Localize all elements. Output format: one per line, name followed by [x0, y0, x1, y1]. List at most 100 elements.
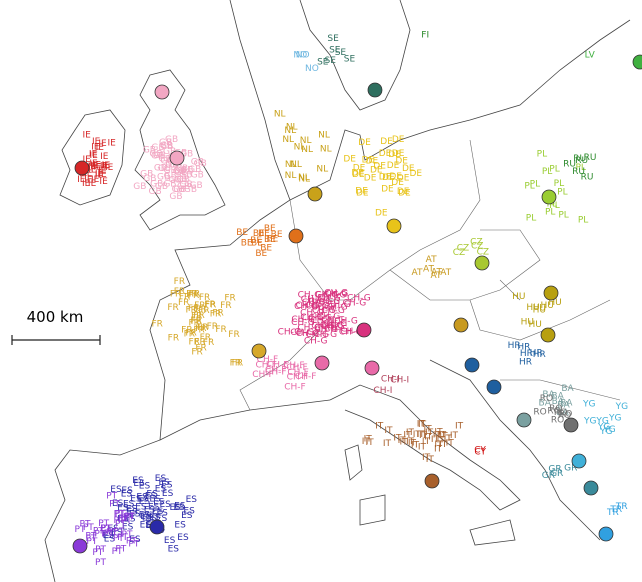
sample-label: NL [285, 160, 297, 170]
sample-label: DE [362, 155, 375, 165]
coast-ireland [59, 109, 126, 206]
sample-label: CH-G [343, 299, 367, 309]
sample-label: FR [194, 337, 205, 347]
sample-label: GB [149, 150, 162, 160]
sample-label: CH-G [308, 297, 332, 307]
sample-label: RU [584, 153, 597, 163]
sample-label: CH-G [300, 308, 324, 318]
sample-label: PT [80, 519, 91, 529]
sample-label: ES [136, 493, 148, 503]
centroid [386, 218, 402, 234]
sample-label: YG [597, 423, 610, 433]
sample-label: PT [75, 525, 86, 535]
centroid [74, 160, 90, 176]
sample-label: PT [118, 514, 129, 524]
sample-label: NL [274, 110, 286, 120]
sample-label: GB [173, 185, 186, 195]
sample-label: HR [519, 357, 532, 367]
sample-label: CH-I [390, 376, 409, 386]
sample-label: GB [169, 192, 182, 202]
sample-label: DE [373, 162, 386, 172]
sample-label: IE [99, 177, 108, 187]
sample-label: ES [122, 523, 134, 533]
sample-label: HU [548, 298, 561, 308]
sample-label: PL [554, 179, 564, 189]
scale-label: 400 km [27, 308, 84, 326]
sample-label: GB [164, 166, 177, 176]
sample-label: HR [517, 343, 530, 353]
sample-label: FR [174, 287, 185, 297]
sample-label: DE [388, 150, 401, 160]
sample-label: IT [434, 440, 443, 450]
sample-label: HU [533, 306, 546, 316]
sample-label: ES [129, 535, 141, 545]
sample-label: IT [364, 435, 373, 445]
centroid [543, 285, 559, 301]
sample-label: PT [115, 519, 126, 529]
sample-label: IE [98, 139, 107, 149]
centroids [72, 54, 642, 554]
centroid [598, 526, 614, 542]
sample-label: CH-F [267, 361, 288, 371]
sample-label: PT [112, 547, 123, 557]
sample-label: IE [84, 169, 93, 179]
sample-label: CH-G [320, 321, 344, 331]
sample-label: IE [100, 152, 109, 162]
sample-label: ES [110, 485, 122, 495]
sample-label: AT [412, 268, 423, 278]
sample-label: IT [383, 439, 392, 449]
sample-label: IE [92, 137, 101, 147]
sample-label: CZ [471, 242, 483, 252]
sample-label: FR [184, 329, 195, 339]
sample-label: TR [606, 508, 619, 518]
sample-label: NL [290, 160, 302, 170]
sample-label: SE [329, 46, 341, 56]
sample-label: PT [117, 533, 128, 543]
sample-label: FR [188, 304, 199, 314]
sample-label: IE [93, 161, 102, 171]
sample-label: GB [159, 154, 172, 164]
coast-italy [329, 384, 521, 511]
sample-label: IT [417, 420, 426, 430]
sample-label: IE [101, 161, 110, 171]
sample-label: NL [294, 143, 306, 153]
coast-scandinavia [299, 0, 411, 111]
sample-label: ES [183, 507, 195, 517]
sample-label: HR [530, 349, 543, 359]
sample-label: CH-G [311, 321, 335, 331]
sample-label: PT [102, 530, 113, 540]
sample-label: LV [585, 51, 596, 61]
sample-label: CH-G [302, 298, 326, 308]
sample-label: IT [450, 431, 459, 441]
sample-label: BE [264, 224, 276, 234]
sample-label: SE [317, 58, 329, 68]
sample-label: IE [108, 139, 117, 149]
sample-label: TR [609, 505, 622, 515]
sample-label: BE [241, 239, 253, 249]
sample-label: CH-G [327, 300, 351, 310]
sample-label: ES [173, 503, 185, 513]
sample-label: FR [197, 323, 208, 333]
sample-label: ES [132, 476, 144, 486]
sample-label: GB [143, 146, 156, 156]
sample-label: CH-G [321, 322, 345, 332]
sample-label: ES [186, 495, 198, 505]
sample-label: GB [158, 164, 171, 174]
sample-label: PT [98, 519, 109, 529]
sample-label: PT [92, 548, 103, 558]
centroid [251, 343, 267, 359]
sample-label: IE [91, 143, 100, 153]
sample-label: ES [148, 503, 160, 513]
centroid [540, 327, 556, 343]
sample-label: HU [512, 292, 525, 302]
sample-label: IT [400, 438, 409, 448]
sample-label: YG [615, 402, 628, 412]
sample-label: CH-G [305, 330, 329, 340]
sample-label: BE [251, 238, 263, 248]
sample-label: CH-F [283, 361, 304, 371]
sample-label: FR [204, 300, 215, 310]
sample-label: GB [173, 167, 186, 177]
centroid [464, 357, 480, 373]
sample-label: IT [439, 432, 448, 442]
sample-label: PT [121, 516, 132, 526]
